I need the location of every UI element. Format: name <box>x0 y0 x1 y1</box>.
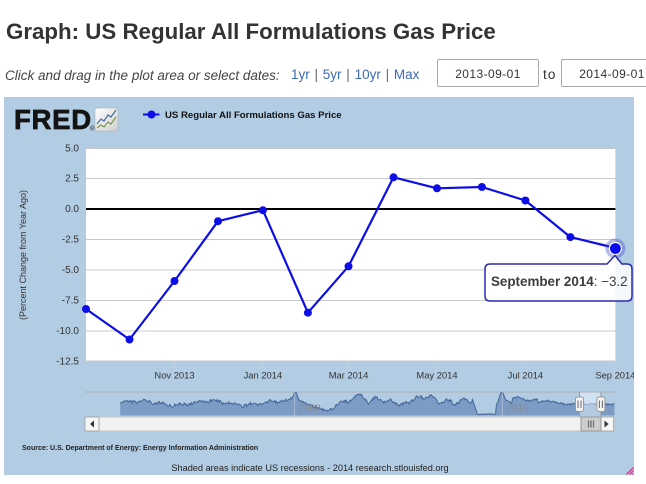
svg-text:-5.0: -5.0 <box>62 265 80 276</box>
svg-text:FRED: FRED <box>14 104 92 135</box>
svg-text:Mar 2014: Mar 2014 <box>329 370 369 381</box>
svg-text:2000: 2000 <box>299 404 322 415</box>
svg-text:May 2014: May 2014 <box>416 370 457 381</box>
svg-text:Shaded areas indicate US reces: Shaded areas indicate US recessions - 20… <box>171 463 448 473</box>
svg-text:5.0: 5.0 <box>65 144 79 155</box>
svg-text:2.5: 2.5 <box>65 174 79 185</box>
svg-text:Source: U.S. Department of Ene: Source: U.S. Department of Energy: Energ… <box>22 445 258 452</box>
svg-text:Nov 2013: Nov 2013 <box>154 370 194 381</box>
svg-text:-7.5: -7.5 <box>62 296 80 307</box>
svg-text:0.0: 0.0 <box>65 204 79 215</box>
svg-text:Jul 2014: Jul 2014 <box>508 370 543 381</box>
svg-text:-10.0: -10.0 <box>56 326 79 337</box>
svg-text:September 2014: −3.2: September 2014: −3.2 <box>491 274 628 289</box>
svg-text:US Regular All Formulations Ga: US Regular All Formulations Gas Price <box>165 110 342 121</box>
svg-text:-2.5: -2.5 <box>62 235 80 246</box>
svg-text:-12.5: -12.5 <box>56 357 79 368</box>
svg-text:Jan 2014: Jan 2014 <box>244 370 283 381</box>
svg-text:2010: 2010 <box>507 404 530 415</box>
svg-text:Sep 2014: Sep 2014 <box>595 370 634 381</box>
svg-text:(Percent Change from Year Ago): (Percent Change from Year Ago) <box>18 190 28 320</box>
svg-text:®: ® <box>90 125 95 133</box>
